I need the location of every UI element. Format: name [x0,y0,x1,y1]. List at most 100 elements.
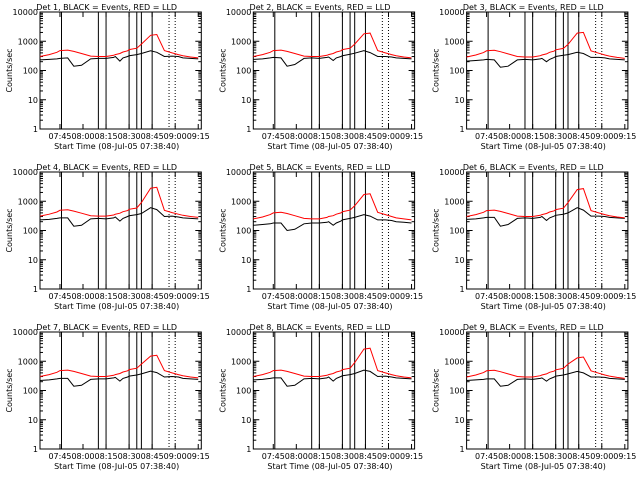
x-tick-label: 08:45 [141,132,164,141]
y-tick-label: 10000 [226,328,251,337]
x-tick-label: 09:15 [400,292,423,301]
x-tick-label: 08:45 [354,132,377,141]
y-axis-label: Counts/sec [432,368,441,412]
series-line-lld [253,32,412,59]
y-tick-label: 1 [246,285,251,294]
y-tick-label: 10000 [13,8,38,17]
series-line-lld [466,356,625,379]
series-line-events [39,207,199,227]
x-tick-label: 09:15 [613,452,636,461]
x-tick-label: 07:45 [262,132,285,141]
x-tick-label: 08:45 [354,452,377,461]
y-tick-label: 1 [33,285,38,294]
x-tick-label: 09:00 [590,292,613,301]
y-tick-label: 10 [454,256,464,265]
x-tick-label: 09:00 [164,132,187,141]
y-tick-label: 1000 [18,37,38,46]
y-tick-label: 10 [241,96,251,105]
x-tick-label: 08:00 [285,132,308,141]
chart-panel: Det 2, BLACK = Events, RED = LLD 1 10 100 10… [218,3,423,151]
x-tick-label: 08:00 [71,292,94,301]
series-line-events [253,369,412,387]
chart-title: Det 4, BLACK = Events, RED = LLD [36,163,177,172]
x-tick-label: 08:15 [308,292,331,301]
x-axis-label: Start Time (08-Jul-05 07:38:40) [267,302,392,311]
x-axis-label: Start Time (08-Jul-05 07:38:40) [267,462,392,471]
x-tick-label: 09:15 [400,132,423,141]
chart-title: Det 1, BLACK = Events, RED = LLD [36,3,177,12]
x-axis-label: Start Time (08-Jul-05 07:38:40) [481,142,606,151]
x-axis-label: Start Time (08-Jul-05 07:38:40) [54,302,179,311]
x-tick-label: 09:15 [187,132,210,141]
chart-panel: Det 5, BLACK = Events, RED = LLD 1 10 100 10… [218,163,423,311]
plot-frame [252,11,416,130]
x-tick-label: 07:45 [262,452,285,461]
series-line-events [466,51,625,68]
x-tick-label: 08:45 [354,292,377,301]
y-tick-label: 1000 [444,357,464,366]
x-tick-label: 08:00 [498,292,521,301]
x-tick-label: 09:00 [377,132,400,141]
chart-title: Det 2, BLACK = Events, RED = LLD [250,3,391,12]
y-tick-label: 10000 [13,168,38,177]
y-tick-label: 1000 [231,357,251,366]
x-tick-label: 08:30 [544,132,567,141]
x-tick-label: 08:30 [331,452,354,461]
x-tick-label: 08:15 [95,452,118,461]
y-tick-label: 1000 [231,197,251,206]
x-tick-label: 08:30 [118,452,141,461]
y-tick-label: 100 [23,227,38,236]
x-tick-label: 07:45 [48,452,71,461]
chart-panel: Det 4, BLACK = Events, RED = LLD 1 10 100 10… [5,163,210,311]
x-tick-label: 07:45 [475,452,498,461]
x-tick-label: 08:15 [521,292,544,301]
x-tick-label: 08:30 [331,292,354,301]
plot-frame [39,171,202,290]
series-line-lld [39,354,199,379]
series-line-events [466,207,625,227]
y-tick-label: 100 [236,387,251,396]
series-line-events [39,50,199,67]
y-axis-label: Counts/sec [432,208,441,252]
y-tick-label: 10 [28,416,38,425]
y-tick-label: 1 [246,125,251,134]
x-axis-label: Start Time (08-Jul-05 07:38:40) [481,302,606,311]
x-tick-label: 09:15 [613,292,636,301]
x-tick-label: 08:15 [521,452,544,461]
chart-title: Det 9, BLACK = Events, RED = LLD [463,323,604,332]
chart-panel: Det 3, BLACK = Events, RED = LLD 1 10 100 10… [432,3,637,151]
x-tick-label: 08:15 [308,132,331,141]
plot-frame [252,171,416,290]
x-axis-label: Start Time (08-Jul-05 07:38:40) [481,462,606,471]
y-axis-label: Counts/sec [5,208,14,252]
x-tick-label: 08:00 [498,452,521,461]
chart-panel: Det 8, BLACK = Events, RED = LLD 1 10 100 10… [218,323,423,471]
plot-frame [466,331,629,450]
x-tick-label: 08:30 [118,292,141,301]
x-tick-label: 09:00 [590,132,613,141]
x-tick-label: 08:00 [285,292,308,301]
x-tick-label: 08:30 [331,132,354,141]
x-tick-label: 08:45 [567,452,590,461]
y-tick-label: 1000 [18,197,38,206]
x-tick-label: 08:15 [95,132,118,141]
y-tick-label: 10 [454,96,464,105]
y-tick-label: 1 [33,125,38,134]
y-tick-label: 10000 [13,328,38,337]
series-line-events [253,50,412,67]
y-tick-label: 100 [23,387,38,396]
x-axis-label: Start Time (08-Jul-05 07:38:40) [267,142,392,151]
x-tick-label: 08:30 [544,292,567,301]
x-tick-label: 09:15 [187,452,210,461]
x-tick-label: 09:00 [164,452,187,461]
plot-frame [252,331,416,450]
chart-panel: Det 1, BLACK = Events, RED = LLD 1 10 100 10… [5,3,210,151]
series-line-lld [466,31,625,59]
y-tick-label: 1000 [444,37,464,46]
x-tick-label: 09:15 [400,452,423,461]
x-tick-label: 07:45 [48,132,71,141]
y-tick-label: 10 [28,96,38,105]
x-tick-label: 07:45 [475,292,498,301]
series-line-lld [253,193,412,221]
